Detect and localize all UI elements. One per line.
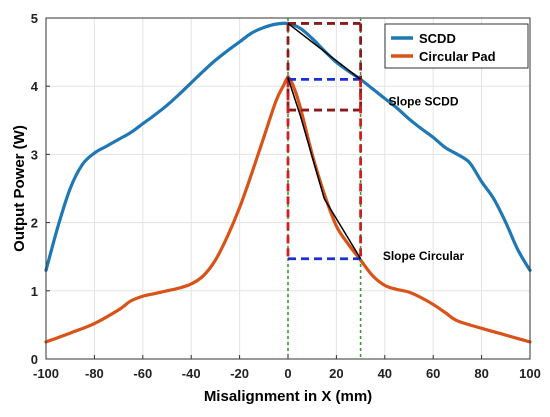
- legend-box: [384, 23, 529, 69]
- x-tick-label: -60: [133, 366, 152, 381]
- x-tick-label: 0: [284, 366, 291, 381]
- y-axis-label: Output Power (W): [11, 125, 28, 252]
- annotation-slope-scdd: Slope SCDD: [389, 94, 459, 108]
- slope-line: [323, 198, 362, 260]
- tick-labels: -100 -80 -60 -40 -20 0 20 40 60 80 100 0 1 2 3 4 5: [31, 11, 541, 381]
- x-tick-label: 60: [426, 366, 440, 381]
- x-axis-label: Misalignment in X (mm): [204, 388, 372, 405]
- x-tick-label: -20: [230, 366, 249, 381]
- x-tick-label: 80: [474, 366, 488, 381]
- x-tick-label: 100: [519, 366, 541, 381]
- y-tick-label: 4: [31, 79, 39, 94]
- slope-line: [299, 114, 326, 199]
- y-tick-label: 1: [31, 284, 38, 299]
- slope-line: [287, 22, 362, 80]
- y-tick-label: 0: [31, 352, 38, 367]
- x-tick-label: -80: [85, 366, 104, 381]
- annotations: Slope SCDD Slope Circular: [383, 94, 465, 263]
- y-tick-label: 5: [31, 11, 38, 26]
- x-tick-label: 20: [329, 366, 343, 381]
- y-tick-label: 2: [31, 216, 38, 231]
- x-tick-label: -100: [33, 366, 59, 381]
- legend-entry: Circular Pad: [419, 49, 496, 64]
- legend: SCDD Circular Pad: [384, 23, 529, 69]
- slope-lines: [287, 22, 362, 260]
- slope-line: [287, 77, 301, 116]
- y-tick-label: 3: [31, 147, 38, 162]
- legend-entry: SCDD: [419, 31, 456, 46]
- x-tick-label: 40: [378, 366, 392, 381]
- annotation-slope-circular: Slope Circular: [383, 249, 465, 263]
- x-tick-label: -40: [182, 366, 201, 381]
- reference-lines: [286, 18, 363, 359]
